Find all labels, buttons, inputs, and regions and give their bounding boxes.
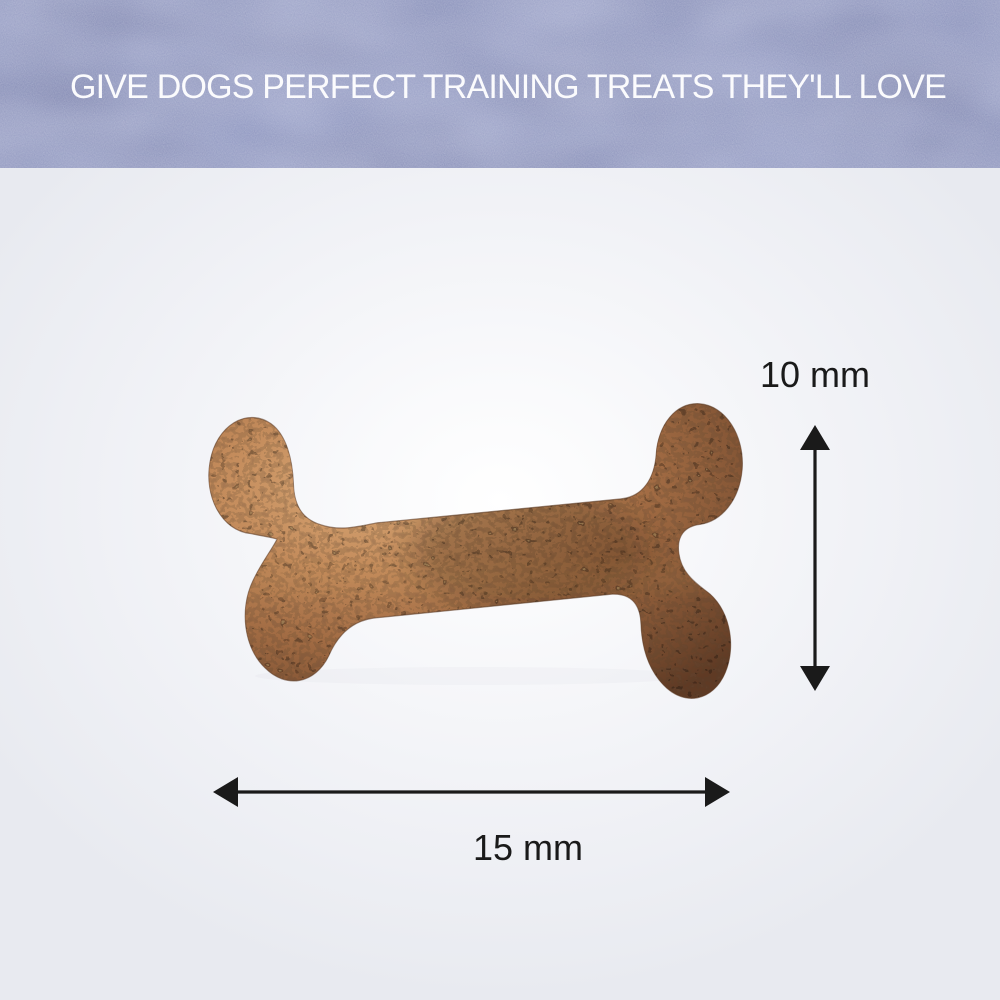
svg-text:10 mm: 10 mm [760, 354, 870, 395]
svg-text:15 mm: 15 mm [473, 827, 583, 868]
